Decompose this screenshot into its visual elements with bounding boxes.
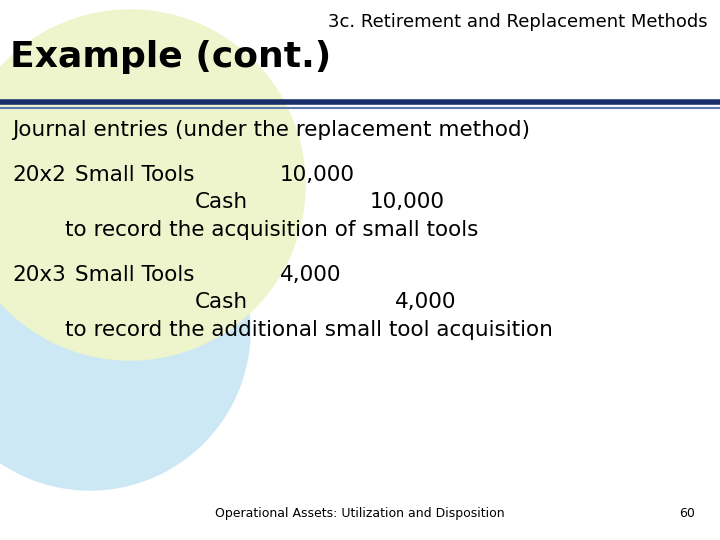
Text: 20x2: 20x2: [12, 165, 66, 185]
Text: to record the acquisition of small tools: to record the acquisition of small tools: [65, 220, 478, 240]
Text: Example (cont.): Example (cont.): [10, 40, 331, 74]
Text: 10,000: 10,000: [280, 165, 355, 185]
Text: Cash: Cash: [195, 192, 248, 212]
Text: Small Tools: Small Tools: [75, 265, 194, 285]
Text: 60: 60: [679, 507, 695, 520]
Text: Cash: Cash: [195, 292, 248, 312]
Circle shape: [0, 170, 250, 490]
Text: Journal entries (under the replacement method): Journal entries (under the replacement m…: [12, 120, 530, 140]
Text: 10,000: 10,000: [370, 192, 445, 212]
Text: Small Tools: Small Tools: [75, 165, 194, 185]
Text: 4,000: 4,000: [280, 265, 341, 285]
Circle shape: [0, 10, 305, 360]
Text: 4,000: 4,000: [395, 292, 456, 312]
Text: Operational Assets: Utilization and Disposition: Operational Assets: Utilization and Disp…: [215, 507, 505, 520]
Text: to record the additional small tool acquisition: to record the additional small tool acqu…: [65, 320, 553, 340]
Text: 20x3: 20x3: [12, 265, 66, 285]
Text: 3c. Retirement and Replacement Methods: 3c. Retirement and Replacement Methods: [328, 13, 708, 31]
